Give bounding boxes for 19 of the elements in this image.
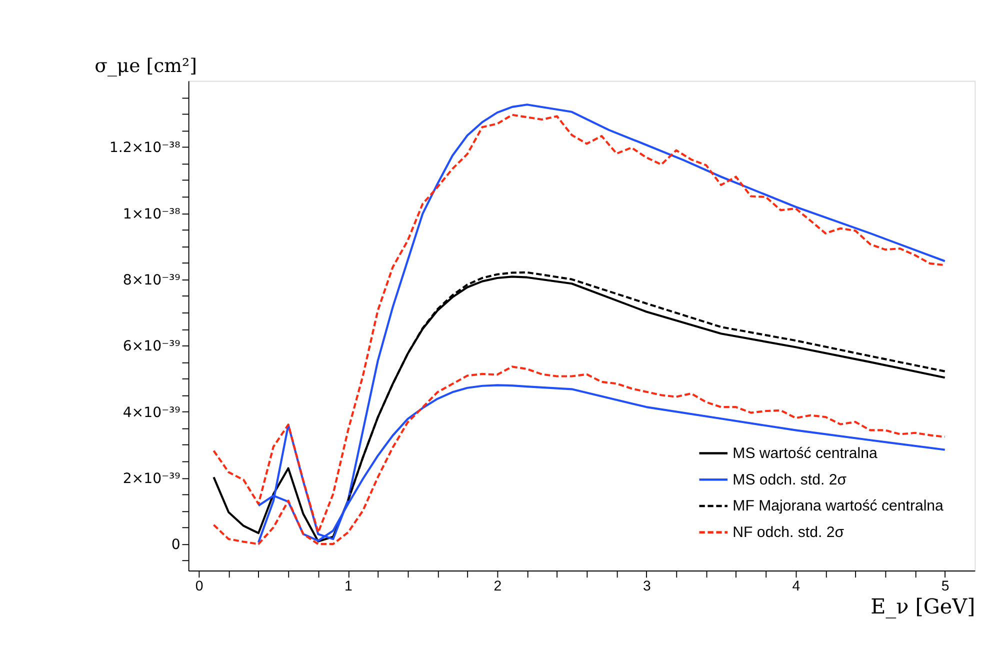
x-tick-label: 1: [344, 578, 353, 594]
legend-label: MS odch. std. 2σ: [732, 471, 848, 488]
x-tick-label: 5: [941, 578, 950, 594]
legend-label: MF Majorana wartość centralna: [732, 498, 944, 515]
x-axis-title: E_ν [GeV]: [870, 594, 976, 618]
y-tick-label: 4×10⁻³⁹: [122, 404, 181, 421]
y-tick-label: 2×10⁻³⁹: [122, 471, 181, 488]
x-tick-label: 2: [494, 578, 502, 594]
y-axis-title: σ_μe [cm²]: [94, 56, 197, 77]
x-tick-label: 3: [642, 578, 651, 594]
x-tick-label: 4: [792, 578, 800, 594]
y-tick-label: 6×10⁻³⁹: [122, 338, 181, 355]
y-tick-label: 0: [171, 537, 180, 554]
y-tick-label: 8×10⁻³⁹: [122, 272, 181, 289]
x-tick-label: 0: [195, 578, 204, 594]
legend-label: MS wartość centralna: [732, 444, 878, 462]
y-tick-label: 1.2×10⁻³⁸: [109, 140, 181, 156]
legend-label: NF odch. std. 2σ: [732, 524, 845, 542]
y-tick-label: 1×10⁻³⁸: [122, 206, 181, 222]
